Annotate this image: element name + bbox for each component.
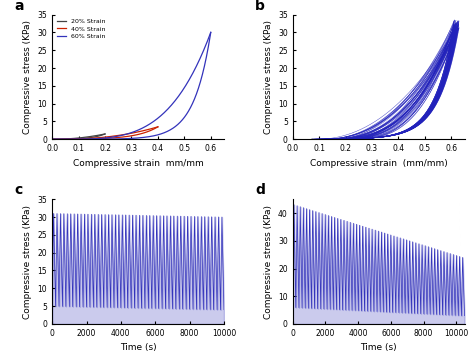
X-axis label: Compressive strain  mm/mm: Compressive strain mm/mm bbox=[73, 159, 203, 168]
Text: b: b bbox=[255, 0, 265, 13]
Y-axis label: Compressive stress (KPa): Compressive stress (KPa) bbox=[23, 20, 32, 134]
Legend: 20% Strain, 40% Strain, 60% Strain: 20% Strain, 40% Strain, 60% Strain bbox=[55, 18, 107, 40]
X-axis label: Compressive strain  (mm/mm): Compressive strain (mm/mm) bbox=[310, 159, 447, 168]
X-axis label: Time (s): Time (s) bbox=[120, 343, 156, 352]
Y-axis label: Compressive stress (KPa): Compressive stress (KPa) bbox=[23, 205, 32, 318]
Text: a: a bbox=[14, 0, 24, 13]
Y-axis label: Compressive stress (KPa): Compressive stress (KPa) bbox=[264, 205, 273, 318]
Text: d: d bbox=[255, 183, 265, 197]
Y-axis label: Compressive stress (KPa): Compressive stress (KPa) bbox=[264, 20, 273, 134]
X-axis label: Time (s): Time (s) bbox=[360, 343, 397, 352]
Text: c: c bbox=[14, 183, 23, 197]
